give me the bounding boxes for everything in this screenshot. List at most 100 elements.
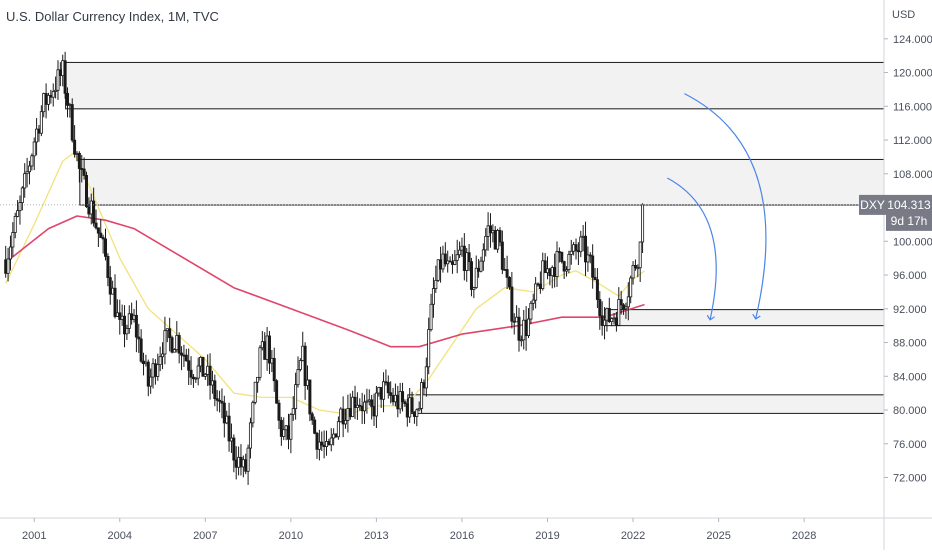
candle-body — [184, 354, 188, 362]
candle-body — [565, 269, 569, 272]
candle-body — [165, 328, 169, 332]
candle-body — [358, 404, 362, 407]
candle-body — [151, 363, 155, 378]
candle-body — [35, 128, 39, 143]
candle-body — [434, 279, 438, 289]
candle-body — [496, 230, 500, 250]
candle-body — [536, 283, 540, 286]
supply-demand-zone — [65, 61, 885, 110]
candle-body — [23, 173, 27, 189]
candle-body — [593, 276, 597, 281]
candle-body — [27, 165, 31, 173]
y-tick-label: 120.000 — [893, 68, 932, 80]
x-tick-label: 2022 — [621, 530, 645, 542]
y-tick-label: 92.000 — [893, 304, 927, 316]
candle-body — [270, 357, 274, 364]
candle-body — [218, 399, 222, 402]
candle-body — [453, 259, 457, 265]
candle-body — [638, 241, 642, 269]
candle-body — [448, 260, 452, 263]
candle-body — [8, 246, 12, 260]
candle-body — [296, 369, 300, 386]
candle-body — [239, 456, 243, 468]
candle-body — [37, 128, 41, 134]
candle-body — [386, 382, 390, 394]
candle-body — [389, 392, 393, 396]
candle-body — [607, 308, 611, 323]
y-tick-label: 84.000 — [893, 371, 927, 383]
candle-body — [84, 175, 88, 208]
candle-body — [139, 338, 143, 362]
candle-body — [408, 397, 412, 418]
candle-body — [308, 379, 312, 415]
candle-body — [70, 104, 74, 141]
candle-body — [6, 258, 10, 274]
candle-body — [581, 235, 585, 238]
candle-body — [553, 267, 557, 277]
candle-body — [229, 437, 233, 442]
candle-body — [272, 357, 276, 382]
candle-body — [339, 408, 343, 423]
price-tag[interactable]: DXY 104.313 9d 17h — [859, 194, 932, 231]
candle-body — [68, 104, 72, 106]
candle-body — [132, 314, 136, 320]
candle-body — [201, 356, 205, 377]
candle-body — [398, 391, 402, 410]
candle-body — [379, 387, 383, 400]
candle-body — [500, 241, 504, 270]
candle-body — [446, 260, 450, 265]
candle-body — [298, 360, 302, 370]
candle-body — [605, 308, 609, 321]
candle-body — [586, 254, 590, 263]
candle-body — [189, 369, 193, 378]
candle-body — [234, 459, 238, 468]
candle-body — [203, 373, 207, 377]
candle-body — [196, 365, 200, 379]
candle-body — [241, 459, 245, 468]
candle-body — [619, 299, 623, 306]
candle-body — [277, 402, 281, 421]
candle-body — [626, 296, 630, 308]
candle-body — [267, 335, 271, 364]
candle-body — [370, 399, 374, 407]
candle-body — [507, 276, 511, 288]
candle-body — [123, 315, 127, 335]
candle-body — [301, 345, 305, 361]
y-tick-label: 96.000 — [893, 270, 927, 282]
candle-body — [455, 254, 459, 261]
x-tick-label: 2004 — [108, 530, 132, 542]
candle-body — [450, 261, 454, 265]
candle-body — [208, 365, 212, 386]
candle-body — [469, 261, 473, 290]
candle-body — [526, 318, 530, 337]
candle-body — [130, 313, 134, 320]
candle-body — [439, 259, 443, 270]
candle-body — [336, 421, 340, 438]
candle-body — [382, 381, 386, 400]
candle-body — [194, 377, 198, 380]
price-tag-symbol-bg — [859, 194, 886, 215]
x-tick-label: 2028 — [792, 530, 816, 542]
candle-body — [258, 347, 262, 378]
candle-body — [153, 363, 157, 377]
candle-body — [320, 441, 324, 446]
arrows-layer — [666, 93, 767, 320]
candle-body — [284, 425, 288, 431]
candle-body — [294, 384, 298, 409]
candle-body — [517, 316, 521, 341]
y-tick-label: 112.000 — [893, 135, 932, 147]
candle-body — [405, 403, 409, 418]
candle-body — [603, 319, 607, 326]
candle-body — [391, 395, 395, 403]
candle-body — [538, 283, 542, 290]
supply-demand-zone — [79, 158, 885, 206]
candle-body — [322, 444, 326, 448]
x-tick-label: 2019 — [535, 530, 559, 542]
candle-body — [610, 318, 614, 323]
y-tick-label: 124.000 — [893, 34, 932, 46]
candle-body — [598, 299, 602, 317]
candle-body — [65, 92, 69, 106]
candle-body — [13, 216, 17, 233]
candle-body — [560, 251, 564, 263]
